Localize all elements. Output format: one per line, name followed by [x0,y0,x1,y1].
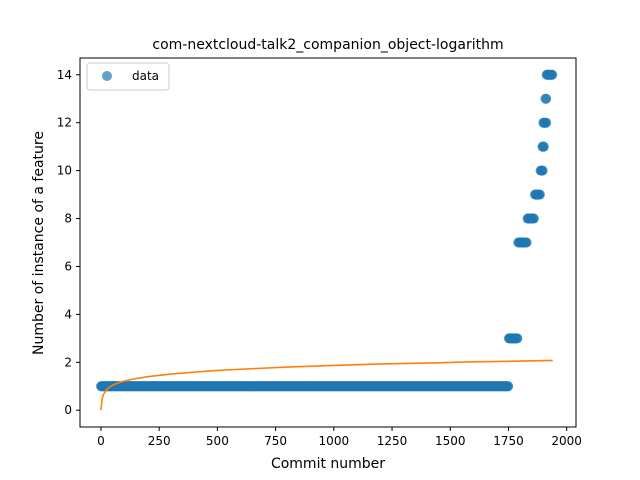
data-point-group [540,93,552,104]
x-axis-label: Commit number [271,456,385,472]
data-point-group [535,165,548,176]
x-tick-label: 500 [206,434,229,448]
legend-box [86,62,170,91]
data-point-group [530,189,545,200]
data-point-group [503,333,523,344]
data-point-group [541,69,558,80]
x-tick-label: 250 [148,434,171,448]
y-tick-label: 0 [64,403,72,417]
data-point [538,141,549,152]
data-point-group [95,381,514,392]
data-point-group [522,213,539,224]
y-tick-label: 10 [57,164,72,178]
legend-label-data: data [132,69,159,83]
y-axis-label: Number of instance of a feature [31,131,47,355]
axes-frame [79,57,577,428]
x-tick-label: 2000 [551,434,582,448]
x-tick-label: 1750 [493,434,524,448]
axes: 0 250 500 750 1000 1250 1500 1750 2000 0 2 4 6 8 10 12 1… [57,57,582,448]
legend: data [86,62,170,91]
data-point-group [538,117,552,128]
data-point [537,165,548,176]
y-tick-label: 2 [64,355,72,369]
x-tick-label: 750 [264,434,287,448]
data-point [541,117,552,128]
y-tick-label: 4 [64,307,72,321]
y-tick-label: 6 [64,259,72,273]
x-tick-label: 0 [97,434,105,448]
plot-area [95,69,558,411]
x-tick-label: 1000 [319,434,350,448]
data-point [521,237,532,248]
y-tick-label: 8 [64,212,72,226]
data-point [547,69,558,80]
fit-line [100,359,553,411]
data-point-group [537,141,549,152]
data-point [528,213,539,224]
x-tick-label: 1250 [377,434,408,448]
legend-marker [102,71,112,81]
data-point-group [513,237,532,248]
chart-title: com-nextcloud-talk2_companion_object-log… [152,37,503,53]
y-tick-label: 14 [57,68,72,82]
data-point [534,189,545,200]
data-point [503,381,514,392]
y-tick-label: 12 [57,116,72,130]
data-point [541,93,552,104]
x-tick-label: 1500 [435,434,466,448]
data-point [512,333,523,344]
